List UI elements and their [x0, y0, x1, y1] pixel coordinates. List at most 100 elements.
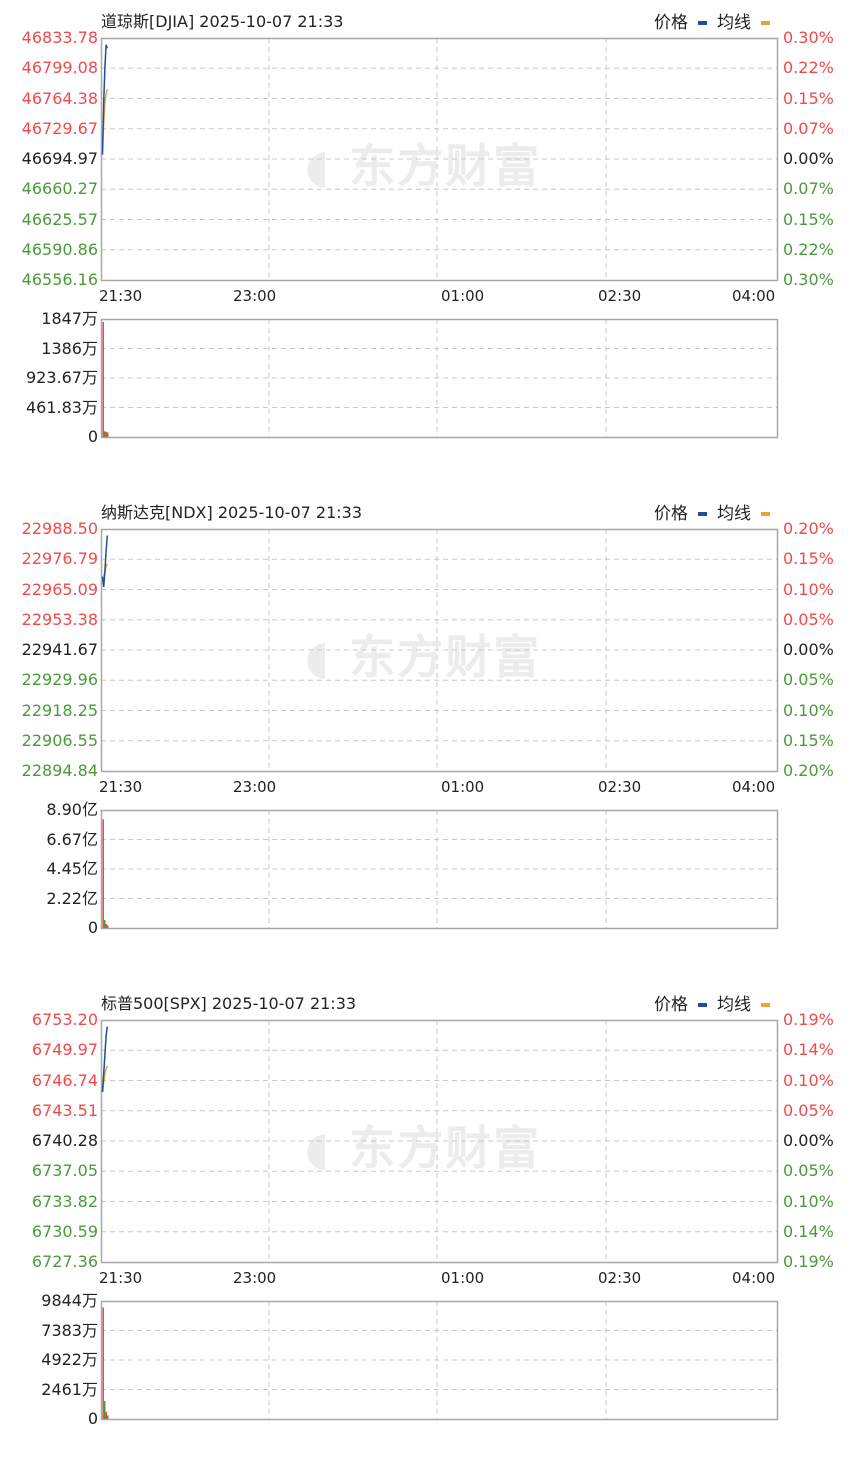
percent-axis-label: 0.10%	[783, 700, 834, 720]
chart-title: 道琼斯[DJIA] 2025-10-07 21:33	[101, 12, 344, 31]
percent-axis-label: 0.15%	[783, 730, 834, 750]
price-axis-label: 22965.09	[21, 579, 98, 599]
legend-avg-swatch	[761, 512, 770, 516]
price-axis-label: 46799.08	[21, 58, 98, 78]
price-axis-label: 22941.67	[21, 640, 98, 659]
volume-bar	[107, 1415, 109, 1419]
price-axis-label: 46590.86	[21, 239, 98, 259]
percent-axis-label: 0.14%	[783, 1221, 834, 1241]
volume-axis-label: 4.45亿	[46, 859, 98, 878]
legend-avg-swatch	[761, 1003, 770, 1007]
chart-canvas	[100, 528, 779, 930]
legend-avg-swatch	[761, 21, 770, 25]
time-axis-label: 21:30	[99, 1269, 143, 1287]
price-axis-label: 46764.38	[21, 88, 98, 108]
price-axis-label: 6733.82	[31, 1191, 98, 1211]
chart-panel-0: 道琼斯[DJIA] 2025-10-07 21:33 价格 均线 ◖ 东方财富 4683…	[0, 0, 864, 491]
price-axis-label: 6749.97	[31, 1040, 98, 1060]
percent-axis-label: 0.07%	[783, 179, 834, 199]
volume-axis-label: 461.83万	[26, 397, 98, 417]
legend-avg-label: 均线	[717, 995, 751, 1015]
time-axis-label: 04:00	[732, 1269, 776, 1287]
volume-bar	[104, 1401, 106, 1419]
percent-axis-label: 0.19%	[783, 1252, 834, 1271]
percent-axis-label: 0.15%	[783, 88, 834, 108]
percent-axis-label: 0.30%	[783, 270, 834, 289]
volume-chart-frame	[100, 809, 779, 930]
volume-axis-label: 1847万	[41, 309, 98, 328]
price-axis-label: 6727.36	[31, 1252, 98, 1271]
time-axis-label: 01:00	[441, 778, 485, 796]
chart-canvas	[100, 1019, 779, 1421]
price-axis-label: 22953.38	[21, 609, 98, 629]
chart-legend: 价格 均线	[654, 499, 770, 524]
time-axis-label: 04:00	[732, 778, 776, 796]
price-axis-label: 22988.50	[21, 519, 98, 538]
time-axis-label: 23:00	[233, 778, 277, 796]
price-axis-label: 6740.28	[31, 1131, 98, 1150]
percent-axis-label: 0.20%	[783, 761, 834, 780]
legend-price-label: 价格	[654, 995, 688, 1015]
volume-bar	[102, 322, 104, 437]
price-chart-frame	[100, 37, 779, 282]
volume-axis-label: 4922万	[41, 1350, 98, 1369]
percent-axis-label: 0.14%	[783, 1040, 834, 1060]
percent-axis-label: 0.20%	[783, 519, 834, 538]
time-axis-label: 02:30	[598, 287, 642, 305]
volume-axis-label: 9844万	[41, 1291, 98, 1310]
legend-avg-label: 均线	[717, 13, 751, 33]
time-axis-label: 23:00	[233, 287, 277, 305]
percent-axis-label: 0.05%	[783, 1100, 834, 1120]
price-line	[101, 1026, 109, 1093]
price-axis-label: 46625.57	[21, 209, 98, 229]
price-axis-label: 6746.74	[31, 1070, 98, 1090]
chart-panel-1: 纳斯达克[NDX] 2025-10-07 21:33 价格 均线 ◖ 东方财富 2298…	[0, 491, 864, 982]
percent-axis-label: 0.05%	[783, 670, 834, 690]
volume-axis-label: 2461万	[41, 1379, 98, 1399]
percent-axis-label: 0.10%	[783, 1191, 834, 1211]
chart-panel-2: 标普500[SPX] 2025-10-07 21:33 价格 均线 ◖ 东方财富 675…	[0, 982, 864, 1473]
volume-bar	[105, 431, 107, 437]
chart-canvas	[100, 37, 779, 439]
price-axis-label: 46833.78	[21, 28, 98, 47]
percent-axis-label: 0.00%	[783, 640, 834, 659]
volume-bar	[104, 920, 106, 928]
percent-axis-label: 0.15%	[783, 209, 834, 229]
price-axis-label: 22918.25	[21, 700, 98, 720]
percent-axis-label: 0.19%	[783, 1010, 834, 1029]
time-axis-label: 01:00	[441, 1269, 485, 1287]
volume-bar	[107, 432, 109, 437]
volume-chart-frame	[100, 318, 779, 439]
price-axis-label: 22894.84	[21, 761, 98, 780]
volume-axis-label: 1386万	[41, 338, 98, 358]
volume-axis-label: 7383万	[41, 1320, 98, 1340]
percent-axis-label: 0.05%	[783, 1161, 834, 1181]
percent-axis-label: 0.10%	[783, 1070, 834, 1090]
percent-axis-label: 0.07%	[783, 118, 834, 138]
watermark-logo: ◖ 东方财富	[305, 630, 542, 684]
time-axis-label: 04:00	[732, 287, 776, 305]
price-line	[101, 535, 109, 588]
volume-bar	[105, 924, 107, 928]
legend-price-swatch	[698, 512, 707, 516]
price-axis-label: 46729.67	[21, 118, 98, 138]
time-axis-label: 23:00	[233, 1269, 277, 1287]
volume-bar	[105, 1411, 107, 1419]
time-axis-label: 01:00	[441, 287, 485, 305]
price-axis-label: 46660.27	[21, 179, 98, 199]
price-axis-label: 6753.20	[31, 1010, 98, 1029]
price-line	[101, 44, 109, 155]
price-axis-label: 22906.55	[21, 730, 98, 750]
legend-price-swatch	[698, 21, 707, 25]
time-axis-label: 21:30	[99, 778, 143, 796]
legend-price-swatch	[698, 1003, 707, 1007]
volume-chart-frame	[100, 1300, 779, 1421]
chart-legend: 价格 均线	[654, 990, 770, 1015]
legend-price-label: 价格	[654, 504, 688, 524]
price-axis-label: 46556.16	[21, 270, 98, 289]
volume-bar	[102, 1307, 104, 1419]
percent-axis-label: 0.10%	[783, 579, 834, 599]
volume-axis-label: 0	[87, 427, 98, 446]
price-chart-frame	[100, 1019, 779, 1264]
time-axis-label: 02:30	[598, 1269, 642, 1287]
